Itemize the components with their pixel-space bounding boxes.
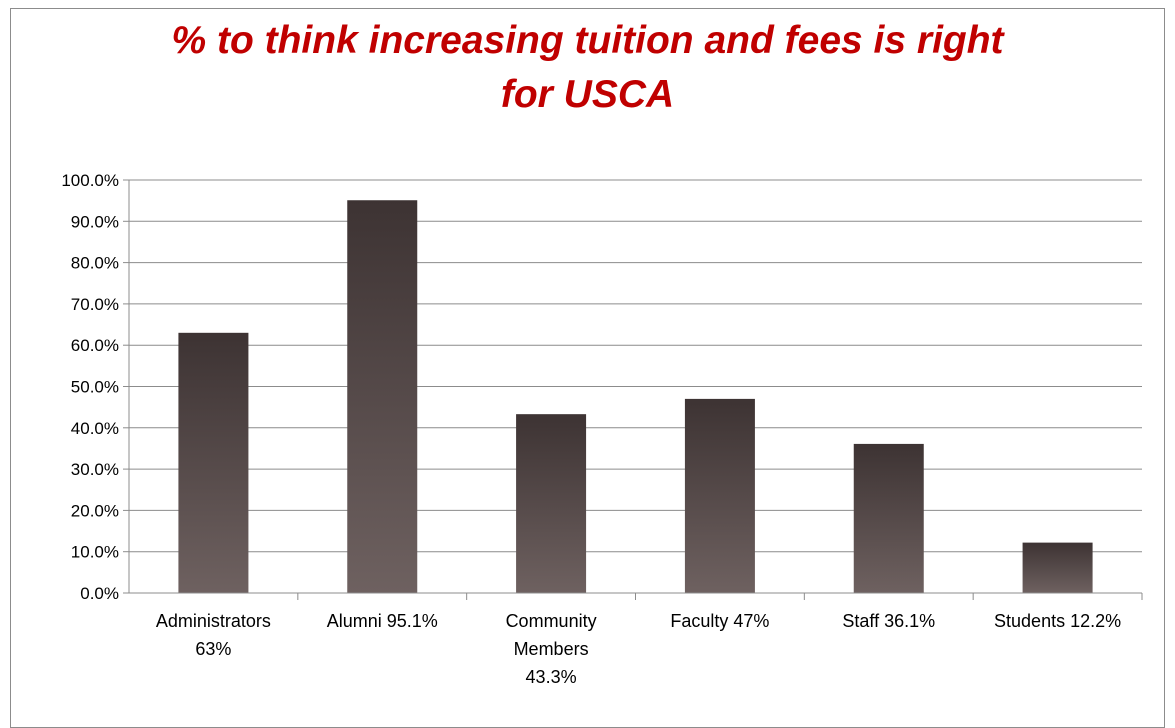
- x-category-label: Alumni 95.1%: [327, 611, 438, 631]
- chart-title-line-1: % to think increasing tuition and fees i…: [171, 19, 1004, 62]
- bar: [178, 332, 249, 593]
- y-tick-label: 40.0%: [71, 419, 119, 438]
- bar: [516, 414, 587, 593]
- y-tick-label: 50.0%: [71, 378, 119, 397]
- y-tick-label: 90.0%: [71, 212, 119, 231]
- x-category-label-line: Members: [514, 639, 589, 659]
- y-tick-label: 70.0%: [71, 295, 119, 314]
- x-category-label-line: Community: [506, 611, 597, 631]
- y-tick-label: 60.0%: [71, 336, 119, 355]
- y-tick-label: 80.0%: [71, 254, 119, 273]
- chart-title: % to think increasing tuition and fees i…: [0, 14, 1175, 122]
- y-tick-label: 0.0%: [80, 584, 119, 603]
- axes: [123, 179, 1143, 600]
- x-category-label: Staff 36.1%: [842, 611, 935, 631]
- bars: [178, 200, 1093, 593]
- y-tick-label: 10.0%: [71, 543, 119, 562]
- x-category-label-line: 63%: [195, 639, 231, 659]
- x-category-label: Students 12.2%: [994, 611, 1121, 631]
- chart-title-line-2: for USCA: [500, 73, 675, 116]
- bar: [1022, 542, 1093, 593]
- bar: [347, 200, 418, 593]
- x-category-label-line: Staff 36.1%: [842, 611, 935, 631]
- bar: [684, 398, 755, 593]
- x-category-label-line: Students 12.2%: [994, 611, 1121, 631]
- x-axis-category-labels: Administrators 63% Alumni 95.1% Community Me…: [156, 611, 1121, 687]
- x-category-label: Faculty 47%: [670, 611, 769, 631]
- y-tick-label: 100.0%: [61, 171, 119, 190]
- x-category-label-line: Administrators: [156, 611, 271, 631]
- gridlines: [129, 179, 1142, 553]
- y-axis-tick-labels: 0.0% 10.0% 20.0% 30.0% 40.0% 50.0% 60.0% 70.0% 8…: [61, 171, 119, 603]
- x-category-label-line: Alumni 95.1%: [327, 611, 438, 631]
- x-category-label-line: 43.3%: [526, 667, 577, 687]
- y-tick-label: 30.0%: [71, 460, 119, 479]
- x-category-label: Community Members 43.3%: [506, 611, 597, 687]
- x-category-label-line: Faculty 47%: [670, 611, 769, 631]
- y-tick-label: 20.0%: [71, 501, 119, 520]
- x-category-label: Administrators 63%: [156, 611, 271, 659]
- bar: [853, 443, 924, 593]
